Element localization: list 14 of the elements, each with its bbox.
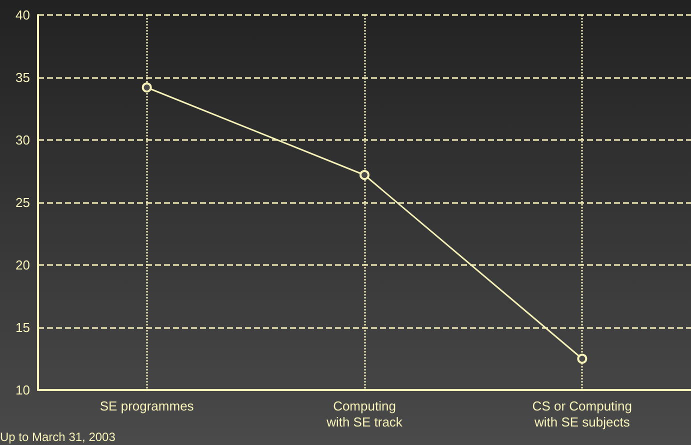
x-tick-label: SE programmes xyxy=(100,398,194,414)
y-tick-label: 30 xyxy=(16,132,30,148)
text: Up to March 31, 2003 xyxy=(0,430,116,444)
point xyxy=(577,354,588,364)
y-tick-label: 35 xyxy=(16,70,30,85)
y-tick-label: 40 xyxy=(16,8,30,22)
y-tick-label: 25 xyxy=(16,195,30,210)
x-tick-label: CS or Computing with SE subjects xyxy=(532,398,632,430)
point xyxy=(142,82,152,92)
y-tick-label: 10 xyxy=(16,382,30,398)
y-tick-label: 15 xyxy=(16,320,30,335)
x-tick-label: Computing with SE track xyxy=(326,398,403,430)
y-tick-label: 20 xyxy=(16,258,30,272)
point xyxy=(360,170,370,180)
